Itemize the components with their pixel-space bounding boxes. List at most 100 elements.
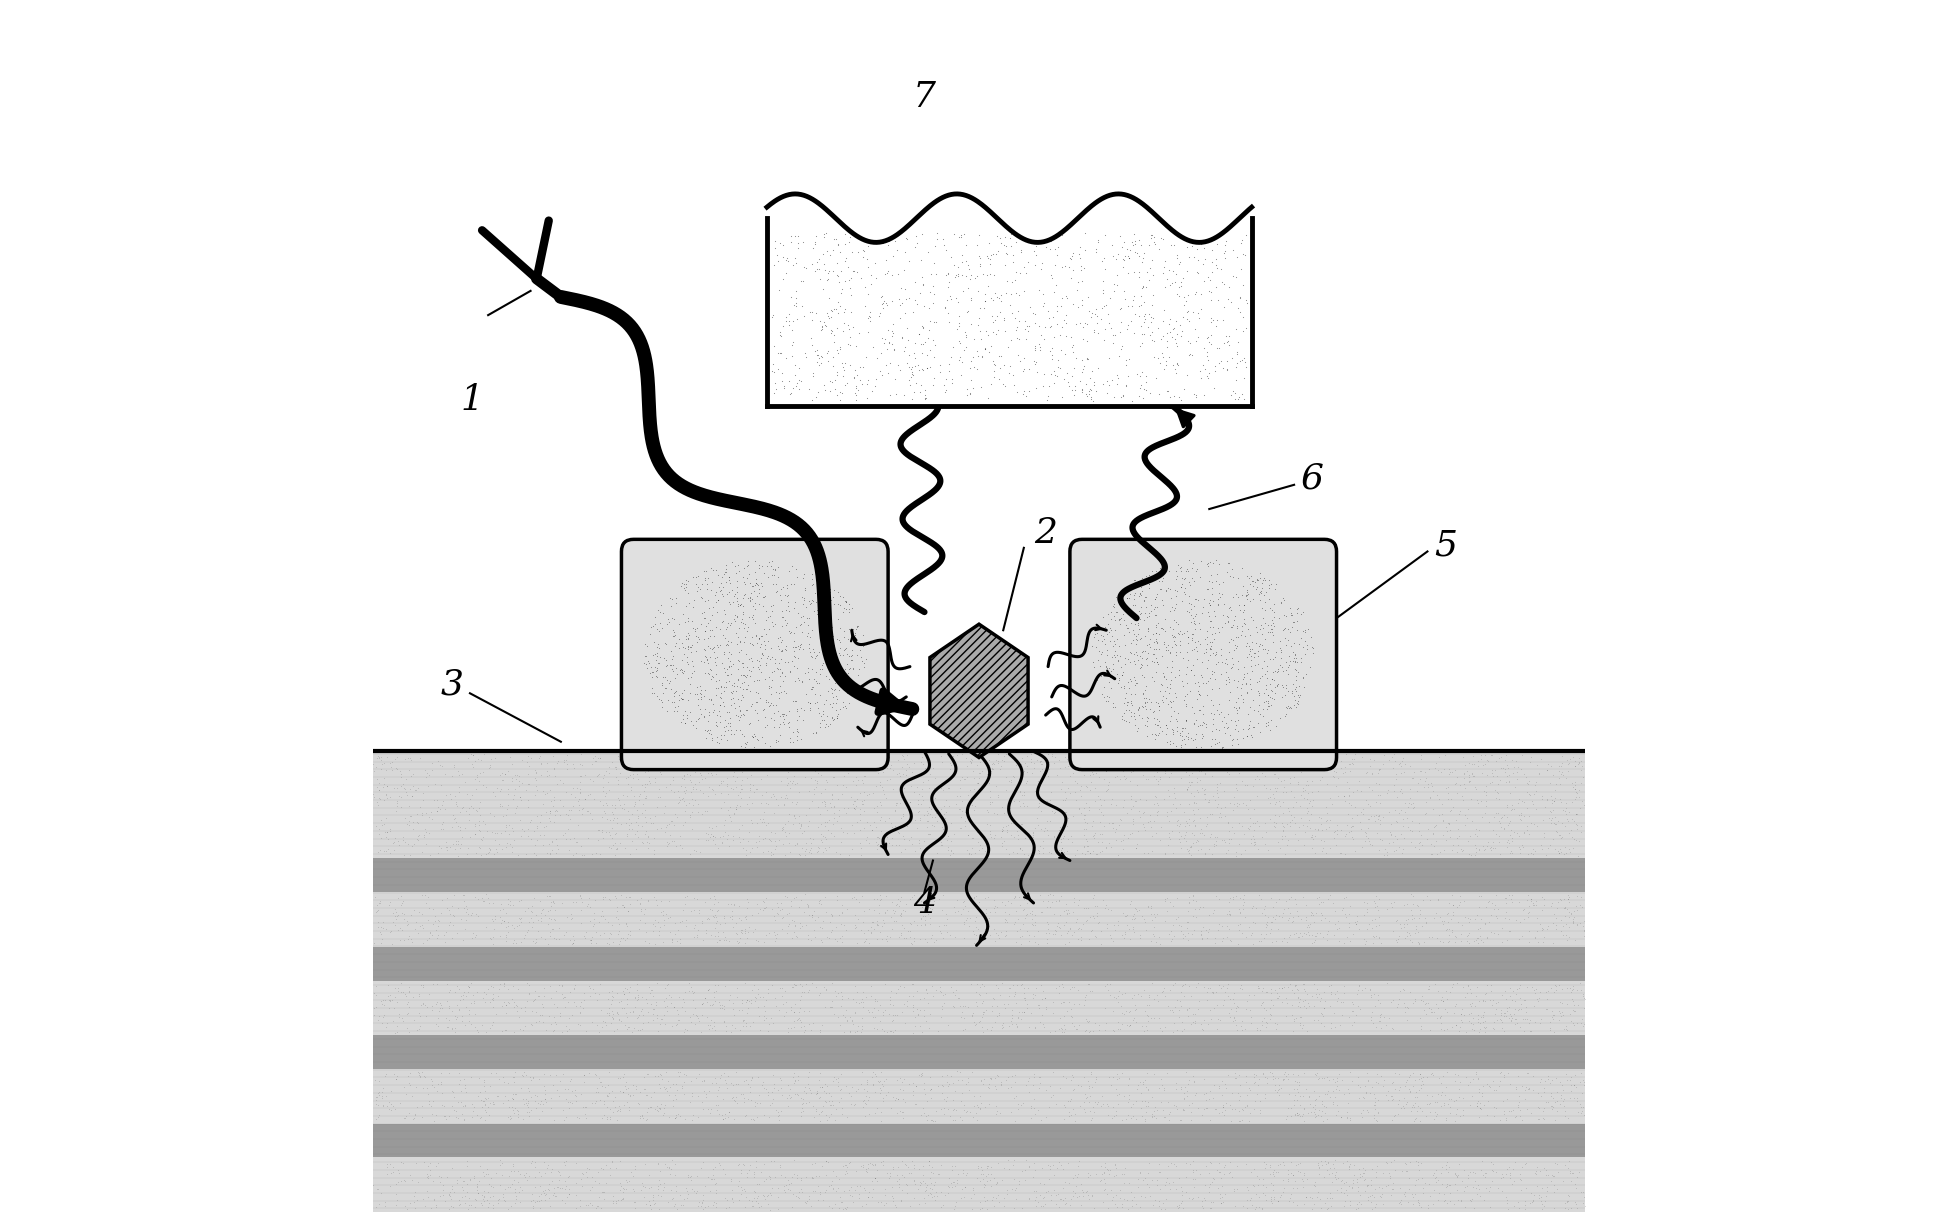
Point (1010, 320, 1041, 339)
Point (1517, 784, 1548, 804)
Point (1493, 771, 1525, 790)
Point (642, 619, 673, 639)
Point (1413, 1093, 1444, 1113)
Point (777, 977, 808, 996)
Point (1305, 1005, 1337, 1024)
Point (740, 919, 771, 938)
Point (1129, 688, 1161, 708)
Point (399, 1183, 431, 1202)
Point (1233, 790, 1264, 810)
Point (1436, 896, 1468, 915)
Point (1106, 678, 1137, 697)
Point (685, 651, 716, 670)
Point (611, 994, 642, 1013)
Point (1157, 385, 1188, 405)
Point (1237, 985, 1268, 1005)
Point (1503, 976, 1534, 995)
Point (990, 244, 1022, 263)
Point (1115, 799, 1147, 818)
Point (1188, 271, 1219, 291)
Point (1172, 572, 1204, 591)
Point (947, 770, 978, 789)
Point (1135, 331, 1166, 350)
Point (1440, 1180, 1472, 1200)
Point (701, 1180, 732, 1200)
Point (1427, 1082, 1458, 1102)
Point (724, 595, 755, 614)
Point (969, 339, 1000, 359)
Point (501, 1084, 532, 1103)
Point (665, 650, 697, 669)
Point (677, 802, 708, 822)
Point (1523, 1188, 1554, 1207)
Point (1180, 385, 1211, 405)
Point (517, 931, 548, 950)
Point (771, 1179, 802, 1199)
Point (1135, 1008, 1166, 1028)
Point (1566, 1098, 1597, 1117)
Point (1564, 816, 1595, 835)
Point (1237, 751, 1268, 771)
Point (1233, 641, 1264, 661)
Point (990, 910, 1022, 930)
Point (1180, 239, 1211, 258)
Point (708, 642, 740, 662)
Point (1564, 760, 1595, 779)
Point (548, 824, 579, 844)
Point (765, 682, 796, 702)
Point (1487, 1004, 1519, 1023)
Point (787, 589, 818, 608)
Point (759, 732, 791, 751)
Point (1080, 844, 1112, 863)
Point (912, 804, 943, 823)
Point (1419, 816, 1450, 835)
Point (697, 901, 728, 920)
Point (971, 265, 1002, 285)
Point (1511, 845, 1542, 864)
Point (783, 813, 814, 833)
Point (634, 663, 665, 682)
Point (1112, 673, 1143, 692)
Point (618, 988, 650, 1007)
Point (1049, 790, 1080, 810)
Point (869, 755, 900, 774)
Point (728, 585, 759, 605)
Point (401, 1190, 432, 1210)
Point (767, 707, 798, 726)
Point (982, 1191, 1014, 1211)
Point (1227, 245, 1258, 264)
Point (1049, 1098, 1080, 1117)
Point (1100, 749, 1131, 768)
Point (1256, 681, 1288, 701)
Point (1548, 1107, 1579, 1126)
Point (810, 1076, 842, 1096)
Point (521, 762, 552, 782)
Point (1433, 789, 1464, 808)
Point (1525, 887, 1556, 907)
Point (906, 316, 937, 336)
Point (1515, 1021, 1546, 1040)
Point (1164, 577, 1196, 596)
Point (755, 551, 787, 571)
Point (378, 1157, 409, 1177)
Point (1051, 904, 1082, 924)
Point (814, 1096, 845, 1115)
Point (808, 842, 840, 862)
Point (1051, 789, 1082, 808)
Point (697, 728, 728, 748)
Point (1333, 794, 1364, 813)
Point (1196, 737, 1227, 756)
Point (808, 793, 840, 812)
Point (875, 990, 906, 1010)
Point (587, 887, 618, 907)
Point (487, 1166, 519, 1185)
Point (376, 934, 407, 954)
Point (1534, 813, 1566, 833)
Point (528, 817, 560, 836)
Point (1151, 802, 1182, 822)
Point (1180, 561, 1211, 581)
Point (1172, 893, 1204, 913)
Point (1166, 726, 1198, 745)
Point (448, 920, 479, 939)
Point (1084, 1156, 1115, 1176)
